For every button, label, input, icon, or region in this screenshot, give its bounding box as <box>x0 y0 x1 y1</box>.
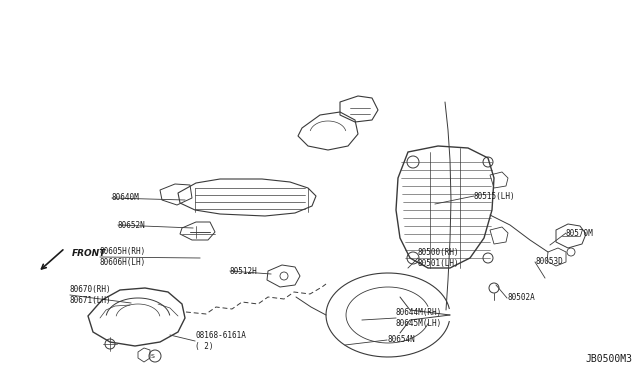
Text: 80652N: 80652N <box>118 221 146 230</box>
Text: S: S <box>151 353 155 359</box>
Text: 80515(LH): 80515(LH) <box>474 192 516 201</box>
Text: FRONT: FRONT <box>72 248 106 257</box>
Text: 08168-6161A
( 2): 08168-6161A ( 2) <box>195 331 246 351</box>
Text: 80654N: 80654N <box>387 336 415 344</box>
Text: 80570M: 80570M <box>566 228 594 237</box>
Text: 80502A: 80502A <box>507 294 535 302</box>
Text: 80640M: 80640M <box>112 193 140 202</box>
Text: 80670(RH)
80671(LH): 80670(RH) 80671(LH) <box>70 285 111 305</box>
Text: 80605H(RH)
80606H(LH): 80605H(RH) 80606H(LH) <box>100 247 147 267</box>
Text: 80500(RH)
80501(LH): 80500(RH) 80501(LH) <box>418 248 460 268</box>
Text: JB0500M3: JB0500M3 <box>585 354 632 364</box>
Text: 80512H: 80512H <box>230 266 258 276</box>
Text: 80053D: 80053D <box>535 257 563 266</box>
Text: 80644M(RH)
80645M(LH): 80644M(RH) 80645M(LH) <box>396 308 442 328</box>
